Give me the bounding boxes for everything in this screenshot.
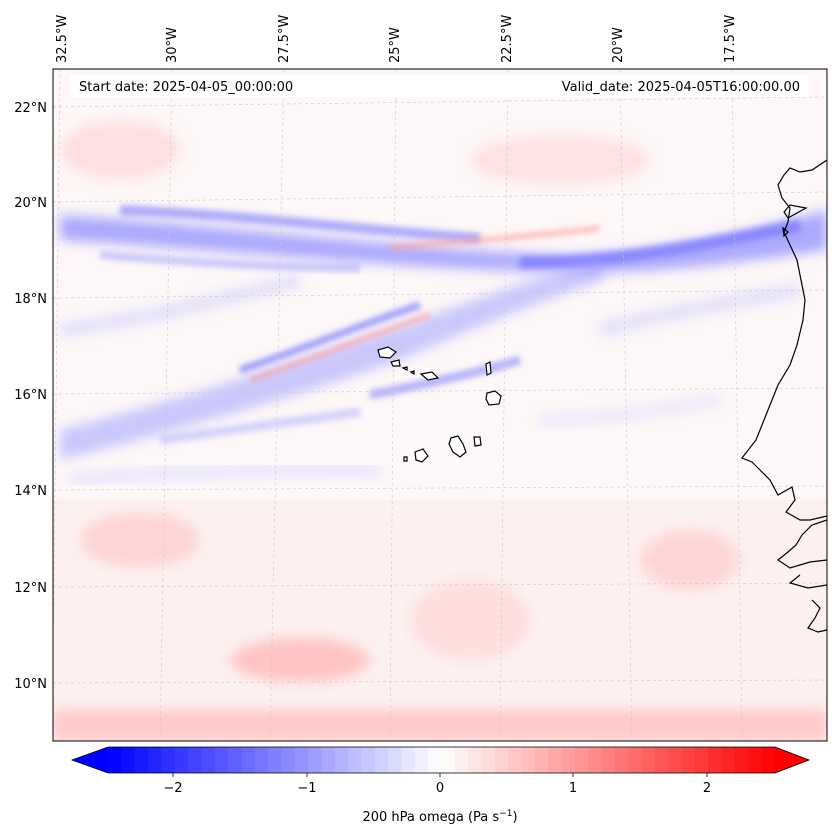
colorbar-step (721, 747, 736, 773)
colorbar-tick-label: 1 (569, 781, 577, 796)
colorbar-step (294, 747, 309, 773)
colorbar-step (108, 747, 122, 773)
colorbar-step (148, 747, 162, 773)
colorbar-tick-label: −1 (297, 781, 316, 796)
colorbar-label-sup: −1 (499, 809, 512, 819)
longitude-labels: 32.5°W 30°W 27.5°W 25°W 22.5°W 20°W 17.5… (55, 15, 738, 63)
colorbar-step (228, 747, 242, 773)
colorbar-outline (70, 746, 811, 774)
lon-label: 25°W (388, 27, 403, 63)
colorbar-step (628, 747, 643, 773)
lat-label: 22°N (14, 101, 47, 116)
colorbar-label: 200 hPa omega (Pa s−1) (362, 809, 517, 825)
colorbar-step (601, 747, 616, 773)
colorbar-step (388, 747, 402, 773)
colorbar-step (441, 747, 456, 773)
colorbar-step (508, 747, 523, 773)
colorbar-step (641, 747, 656, 773)
lat-label: 10°N (14, 677, 47, 692)
colorbar-step (161, 747, 176, 773)
colorbar-step (241, 747, 256, 773)
colorbar-step (534, 747, 549, 773)
map-frame (52, 68, 828, 742)
colorbar-step (361, 747, 376, 773)
colorbar-step (681, 747, 696, 773)
valid-date-label: Valid_date: 2025-04-05T16:00:00.00 (562, 80, 800, 95)
lon-label: 27.5°W (277, 15, 292, 63)
lon-label: 32.5°W (55, 15, 70, 63)
colorbar-step (254, 747, 269, 773)
colorbar: −2 −1 0 1 2 200 hPa omega (Pa s−1) (70, 746, 811, 825)
colorbar-step (481, 747, 496, 773)
lon-label: 30°W (165, 27, 180, 63)
colorbar-max-extend (775, 747, 809, 773)
colorbar-step (694, 747, 709, 773)
lat-label: 16°N (14, 388, 47, 403)
lat-label: 14°N (14, 484, 47, 499)
colorbar-step (174, 747, 189, 773)
colorbar-steps (108, 747, 776, 773)
colorbar-step (548, 747, 563, 773)
colorbar-step (321, 747, 336, 773)
colorbar-step (708, 747, 723, 773)
colorbar-step (121, 747, 136, 773)
colorbar-step (348, 747, 362, 773)
header-band (70, 75, 808, 97)
colorbar-step (521, 747, 536, 773)
colorbar-step (268, 747, 282, 773)
cape-verde-islands (377, 346, 502, 463)
colorbar-step (201, 747, 216, 773)
start-date-label: Start date: 2025-04-05_00:00:00 (79, 80, 293, 95)
colorbar-step (588, 747, 603, 773)
colorbar-label-main: 200 hPa omega (Pa s (362, 810, 499, 825)
lat-label: 18°N (14, 292, 47, 307)
omega-field (53, 69, 827, 741)
colorbar-tick-label: 0 (436, 781, 444, 796)
lat-label: 20°N (14, 196, 47, 211)
colorbar-step (668, 747, 683, 773)
colorbar-step (561, 747, 576, 773)
colorbar-step (654, 747, 669, 773)
colorbar-step (414, 747, 429, 773)
colorbar-step (494, 747, 509, 773)
lon-label: 20°W (611, 27, 626, 63)
colorbar-tick-label: −2 (163, 781, 182, 796)
lon-label: 17.5°W (723, 15, 738, 63)
colorbar-ticks (172, 773, 708, 777)
colorbar-step (401, 747, 416, 773)
colorbar-step (134, 747, 149, 773)
colorbar-step (748, 747, 763, 773)
colorbar-label-end: ) (512, 810, 517, 825)
colorbar-step (214, 747, 229, 773)
colorbar-step (614, 747, 629, 773)
colorbar-step (454, 747, 469, 773)
colorbar-step (334, 747, 349, 773)
colorbar-step (374, 747, 389, 773)
colorbar-step (188, 747, 202, 773)
coastline (741, 159, 827, 633)
colorbar-step (308, 747, 322, 773)
colorbar-step (574, 747, 589, 773)
colorbar-min-extend (72, 747, 108, 773)
colorbar-step (734, 747, 749, 773)
lon-label: 22.5°W (500, 15, 515, 63)
colorbar-step (428, 747, 442, 773)
latitude-labels: 22°N 20°N 18°N 16°N 14°N 12°N 10°N (14, 101, 47, 692)
colorbar-step (468, 747, 483, 773)
lat-label: 12°N (14, 581, 47, 596)
colorbar-step (761, 747, 776, 773)
colorbar-step (281, 747, 296, 773)
colorbar-tick-label: 2 (703, 781, 711, 796)
